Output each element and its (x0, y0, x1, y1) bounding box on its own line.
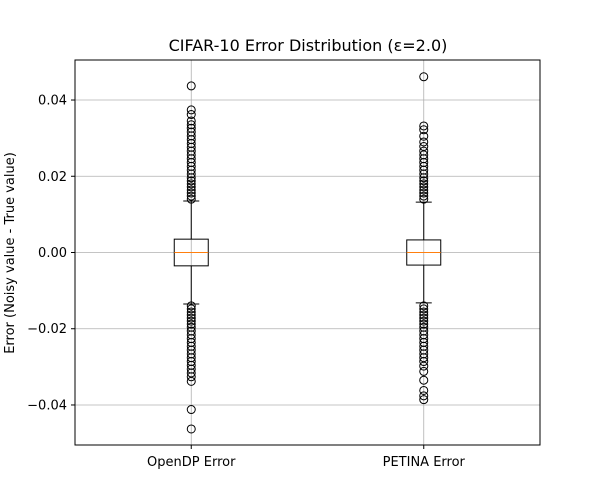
outlier-point (419, 391, 429, 401)
outlier-point (419, 375, 429, 385)
outlier-point (186, 313, 196, 323)
outlier-point (419, 366, 429, 376)
outlier-point (419, 307, 429, 317)
outlier-point (419, 72, 429, 82)
outlier-point (186, 424, 196, 434)
outlier-point (186, 310, 196, 320)
outlier-point (419, 169, 429, 179)
outlier-point (419, 319, 429, 329)
y-tick-label: 0.00 (38, 246, 67, 261)
outlier-point (186, 169, 196, 179)
outlier-point (419, 304, 429, 314)
outlier-point (186, 372, 196, 382)
y-tick-label: 0.02 (38, 170, 67, 185)
outlier-point (419, 176, 429, 186)
y-axis: −0.04 −0.02 0.00 0.02 0.04 (27, 94, 75, 413)
outlier-point (186, 304, 196, 314)
outlier-point (419, 173, 429, 183)
box-0 (173, 81, 209, 434)
outlier-point (419, 131, 429, 141)
outlier-point (186, 405, 196, 415)
outlier-point (186, 182, 196, 192)
outlier-point (186, 188, 196, 198)
outlier-point (419, 188, 429, 198)
outlier-point (419, 185, 429, 195)
outlier-point (419, 316, 429, 326)
outlier-point (186, 376, 196, 386)
y-axis-label: Error (Noisy value - True value) (3, 152, 18, 354)
y-tick-label: −0.02 (27, 322, 67, 337)
outlier-point (186, 316, 196, 326)
outlier-point (186, 194, 196, 204)
outlier-point (419, 121, 429, 131)
outlier-point (186, 179, 196, 189)
outlier-point (186, 319, 196, 329)
outlier-point (186, 301, 196, 311)
box-1 (406, 72, 442, 405)
outlier-point (419, 194, 429, 204)
plot-frame (74, 59, 541, 446)
outlier-point (186, 116, 196, 126)
outlier-point (186, 191, 196, 201)
y-tick-label: −0.04 (27, 398, 67, 413)
outlier-point (186, 81, 196, 91)
outlier-point (419, 357, 429, 367)
outlier-point (419, 125, 429, 135)
outlier-point (419, 385, 429, 395)
x-axis: OpenDP Error PETINA Error (147, 445, 466, 470)
y-tick-label: 0.04 (38, 94, 67, 109)
outlier-point (186, 307, 196, 317)
outlier-point (186, 176, 196, 186)
outlier-point (419, 191, 429, 201)
outlier-point (419, 301, 429, 311)
outlier-point (186, 105, 196, 115)
x-tick-label: PETINA Error (383, 455, 466, 470)
outlier-point (186, 120, 196, 130)
chart-title: CIFAR-10 Error Distribution (ε=2.0) (169, 36, 448, 55)
outlier-point (419, 361, 429, 371)
outlier-point (186, 173, 196, 183)
outlier-point (419, 137, 429, 147)
outlier-point (419, 310, 429, 320)
boxes (173, 72, 442, 434)
grid-lines (75, 60, 540, 445)
outlier-point (419, 313, 429, 323)
outlier-point (419, 395, 429, 405)
outlier-point (186, 110, 196, 120)
outlier-point (419, 179, 429, 189)
x-tick-label: OpenDP Error (147, 455, 236, 470)
outlier-point (419, 182, 429, 192)
outlier-point (186, 185, 196, 195)
